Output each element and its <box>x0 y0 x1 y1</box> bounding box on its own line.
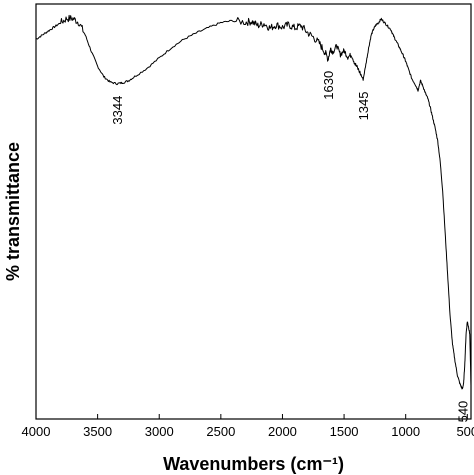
x-tick-label: 1500 <box>330 424 359 439</box>
plot-frame <box>35 3 472 420</box>
x-axis-title: Wavenumbers (cm⁻¹) <box>163 454 344 474</box>
axes <box>35 3 472 420</box>
x-tick-label: 500 <box>456 424 474 439</box>
spectrum-line <box>35 14 472 390</box>
x-tick-label: 1000 <box>391 424 420 439</box>
x-tick-label: 3000 <box>145 424 174 439</box>
y-axis-title: % transmittance <box>3 142 23 281</box>
peak-label: 1345 <box>356 92 371 121</box>
x-tick-label: 3500 <box>83 424 112 439</box>
x-tick-label: 4000 <box>22 424 51 439</box>
peak-label: 540 <box>455 401 470 423</box>
peak-label: 1630 <box>321 71 336 100</box>
x-tick-label: 2500 <box>206 424 235 439</box>
plot-area <box>35 14 472 390</box>
peak-annotations: 3344 1630 1345 540 <box>110 71 471 423</box>
peak-label: 3344 <box>110 96 125 125</box>
x-tick-label: 2000 <box>268 424 297 439</box>
x-axis-ticks: 4000 3500 3000 2500 2000 1500 1000 500 <box>22 414 474 439</box>
